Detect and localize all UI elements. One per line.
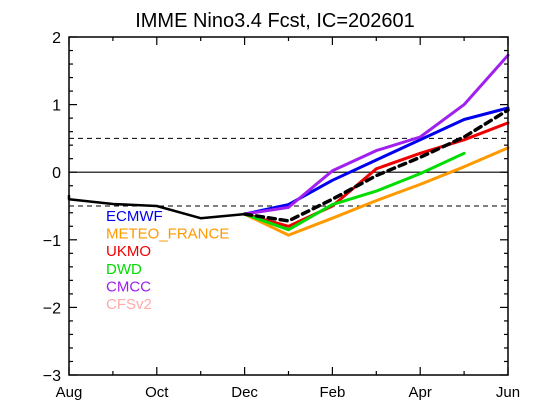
y-tick-label: 1 bbox=[52, 98, 61, 115]
chart-title: IMME Nino3.4 Fcst, IC=202601 bbox=[135, 10, 415, 32]
y-tick-label: 2 bbox=[52, 30, 61, 47]
legend-entry-dwd: DWD bbox=[106, 261, 142, 278]
x-tick-label: Jun bbox=[496, 384, 520, 401]
series-lines bbox=[67, 53, 510, 237]
reference-lines bbox=[69, 137, 508, 207]
y-tick-label: −3 bbox=[43, 368, 61, 385]
y-tick-label: −1 bbox=[43, 233, 61, 250]
x-tick-label: Apr bbox=[409, 384, 432, 401]
x-tick-label: Dec bbox=[231, 384, 258, 401]
series-line-cmcc bbox=[243, 53, 510, 216]
y-tick-label: 0 bbox=[52, 165, 61, 182]
series-line-meteo-france bbox=[243, 146, 510, 237]
legend-entry-cfsv2: CFSv2 bbox=[106, 296, 152, 313]
plot-axes: Aug Oct Dec Feb Apr Jun −3 −2 −1 0 1 2 bbox=[43, 30, 520, 401]
series-line-ecmwf bbox=[243, 106, 510, 216]
series-line-dwd bbox=[243, 151, 466, 232]
ensemble-mean-line bbox=[242, 108, 510, 223]
x-tick-label: Aug bbox=[56, 384, 83, 401]
legend-entry-ecmwf: ECMWF bbox=[106, 208, 163, 225]
legend-entry-meteo-france: METEO_FRANCE bbox=[106, 226, 229, 243]
legend-entry-cmcc: CMCC bbox=[106, 278, 151, 295]
series-line-ukmo bbox=[243, 121, 510, 228]
y-tick-label: −2 bbox=[43, 300, 61, 317]
x-tick-label: Feb bbox=[319, 384, 345, 401]
legend-entry-ukmo: UKMO bbox=[106, 243, 151, 260]
x-tick-label: Oct bbox=[145, 384, 169, 401]
